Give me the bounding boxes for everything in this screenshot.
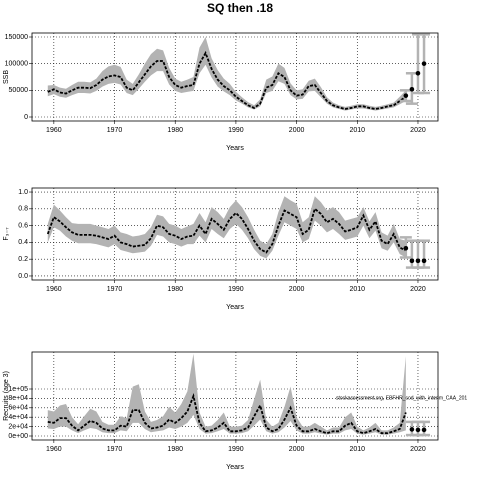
chart-title: SQ then .18: [207, 1, 273, 15]
x-tick-label: 1960: [46, 286, 62, 293]
x-tick-label: 1980: [167, 127, 183, 134]
x-tick-label: 1980: [167, 446, 183, 453]
x-tick-label: 1990: [228, 286, 244, 293]
x-tick-label: 2000: [289, 127, 305, 134]
projection-point: [415, 427, 421, 433]
y-tick-label: 2e+04: [8, 423, 28, 430]
projection-point: [403, 93, 409, 98]
plot-frame: [31, 351, 439, 441]
x-tick-label: 2020: [410, 446, 426, 453]
y-tick-label: 100000: [5, 61, 28, 68]
confidence-band: [47, 353, 406, 435]
estimate-line: [47, 50, 407, 110]
x-tick-label: 1970: [107, 446, 123, 453]
y-tick-label: 6e+04: [8, 405, 28, 412]
y-tick-label: 0: [24, 114, 28, 121]
x-tick-label: 1970: [107, 286, 123, 293]
y-tick-label: 1e+05: [8, 386, 28, 393]
projection-point: [409, 427, 415, 432]
estimate-line: [47, 392, 407, 435]
x-axis-label: Years: [226, 145, 244, 152]
y-axis-label: F₃₋₇: [3, 227, 10, 241]
projection-point: [409, 258, 415, 264]
y-tick-label: 0e+00: [8, 433, 28, 440]
x-tick-label: 2010: [349, 446, 365, 453]
x-tick-label: 1970: [107, 127, 123, 134]
plot-frame: [31, 187, 439, 281]
y-tick-label: 0.2: [18, 256, 28, 263]
x-tick-label: 2020: [410, 286, 426, 293]
x-tick-label: 1960: [46, 127, 62, 134]
x-tick-label: 1980: [167, 286, 183, 293]
x-tick-label: 2000: [289, 286, 305, 293]
x-tick-label: 2000: [289, 446, 305, 453]
y-tick-label: 4e+04: [8, 414, 28, 421]
y-tick-label: 0.8: [18, 206, 28, 213]
estimate-line: [46, 207, 407, 254]
y-tick-label: 0.4: [18, 239, 28, 246]
x-tick-label: 2020: [410, 127, 426, 134]
confidence-band: [47, 196, 406, 259]
y-tick-label: 8e+04: [8, 395, 28, 402]
y-tick-label: 0.6: [18, 222, 28, 229]
annotation: stockassessment.org, EBFHR_cod_with_inte…: [336, 395, 467, 401]
x-axis-label: Years: [226, 304, 244, 311]
projection-point: [415, 70, 421, 76]
y-tick-label: 50000: [9, 87, 29, 94]
projection-point: [415, 258, 421, 264]
projection-point: [421, 427, 427, 433]
x-axis-label: Years: [226, 464, 244, 471]
y-tick-label: 0.0: [18, 273, 28, 280]
plot-frame: [31, 32, 439, 122]
x-tick-label: 2010: [349, 286, 365, 293]
y-tick-label: 1.0: [18, 189, 28, 196]
x-tick-label: 1990: [228, 446, 244, 453]
x-tick-label: 1960: [46, 446, 62, 453]
y-axis-label: Recruits (age 3): [3, 371, 10, 421]
projection-point: [421, 61, 427, 66]
projection-point: [403, 245, 409, 251]
x-tick-label: 1990: [228, 127, 244, 134]
x-tick-label: 2010: [349, 127, 365, 134]
confidence-band: [47, 37, 406, 111]
projection-point: [409, 86, 415, 92]
y-tick-label: 150000: [5, 34, 28, 41]
y-axis-label: SSB: [3, 70, 10, 84]
projection-point: [421, 258, 427, 264]
